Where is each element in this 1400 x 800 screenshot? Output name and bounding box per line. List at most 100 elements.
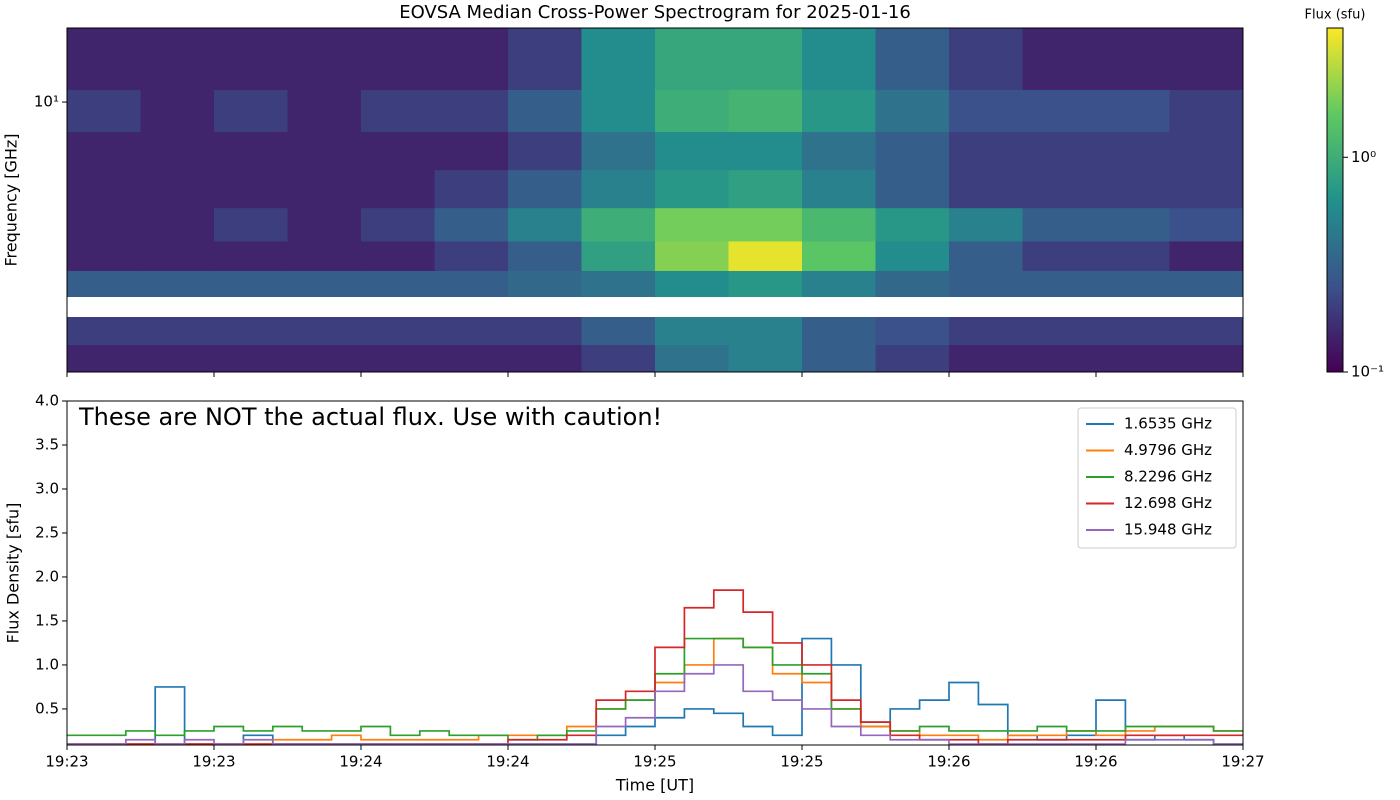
- heatmap-cell: [728, 89, 803, 133]
- series-line: [67, 664, 1243, 745]
- heatmap-cell: [67, 270, 141, 298]
- heatmap-cell: [214, 169, 288, 209]
- heatmap-cell: [655, 169, 729, 209]
- y-tick-label: 4.0: [35, 392, 59, 410]
- heatmap-cell: [875, 344, 950, 373]
- heatmap-cell: [67, 89, 141, 133]
- heatmap-cell: [1096, 317, 1170, 346]
- heatmap-cell: [581, 131, 656, 171]
- heatmap-cell: [728, 344, 803, 373]
- heatmap-cell: [802, 270, 876, 298]
- x-tick-label: 19:24: [339, 753, 382, 771]
- heatmap-cell: [214, 207, 288, 242]
- heatmap-cell: [581, 207, 656, 242]
- heatmap-cell: [1096, 131, 1170, 171]
- heatmap-cell: [1096, 28, 1170, 90]
- heatmap-cell: [1022, 28, 1097, 90]
- heatmap-cell: [287, 344, 362, 373]
- heatmap-cell: [1096, 169, 1170, 209]
- heatmap-cell: [140, 207, 215, 242]
- heatmap-cell: [140, 317, 215, 346]
- heatmap-cell: [434, 270, 509, 298]
- heatmap-cell: [728, 317, 803, 346]
- heatmap-cell: [214, 89, 288, 133]
- heatmap-cell: [434, 28, 509, 90]
- x-axis-label: Time [UT]: [615, 776, 694, 795]
- heatmap-cell: [434, 89, 509, 133]
- y-tick-label: 1.5: [35, 611, 59, 629]
- heatmap-cell: [875, 131, 950, 171]
- heatmap-cell: [434, 169, 509, 209]
- legend-label: 15.948 GHz: [1124, 521, 1212, 539]
- heatmap-cell: [949, 207, 1023, 242]
- y-tick-label: 2.0: [35, 567, 59, 585]
- y-tick-label: 10¹: [34, 93, 59, 111]
- heatmap-cell: [802, 344, 876, 373]
- heatmap-cell: [1169, 270, 1244, 298]
- colorbar-tick-label: 10⁰: [1351, 148, 1376, 166]
- heatmap-cell: [508, 317, 582, 346]
- heatmap-cell: [581, 240, 656, 271]
- heatmap-cell: [287, 131, 362, 171]
- heatmap-cell: [728, 207, 803, 242]
- heatmap-cell: [67, 131, 141, 171]
- heatmap-cell: [802, 28, 876, 90]
- heatmap-cell: [140, 240, 215, 271]
- heatmap-cell: [1169, 89, 1244, 133]
- heatmap-cell: [508, 28, 582, 90]
- legend-label: 1.6535 GHz: [1124, 415, 1212, 433]
- heatmap-cell: [581, 344, 656, 373]
- heatmap-cell: [434, 207, 509, 242]
- heatmap-cell: [1022, 317, 1097, 346]
- heatmap-cell: [655, 131, 729, 171]
- heatmap-cell: [287, 207, 362, 242]
- heatmap-cell: [434, 240, 509, 271]
- heatmap-cell: [140, 270, 215, 298]
- heatmap-cell: [949, 169, 1023, 209]
- heatmap-cell: [508, 344, 582, 373]
- heatmap-cell: [140, 131, 215, 171]
- heatmap-cell: [361, 344, 435, 373]
- heatmap-cell: [581, 270, 656, 298]
- heatmap-cell: [1169, 28, 1244, 90]
- legend-label: 4.9796 GHz: [1124, 441, 1212, 459]
- x-tick-label: 19:26: [927, 753, 970, 771]
- heatmap-cell: [875, 28, 950, 90]
- heatmap-cell: [140, 169, 215, 209]
- heatmap-cell: [67, 207, 141, 242]
- heatmap-cell: [140, 28, 215, 90]
- heatmap-cell: [287, 240, 362, 271]
- heatmap-cell: [214, 344, 288, 373]
- heatmap-cell: [67, 317, 141, 346]
- heatmap-cell: [67, 169, 141, 209]
- heatmap-cell: [361, 270, 435, 298]
- heatmap-cell: [802, 317, 876, 346]
- heatmap-cell: [949, 89, 1023, 133]
- heatmap-cell: [140, 344, 215, 373]
- heatmap-cell: [1096, 89, 1170, 133]
- heatmap-cell: [361, 131, 435, 171]
- heatmap-cell: [1022, 89, 1097, 133]
- heatmap-cell: [140, 89, 215, 133]
- heatmap-cell: [214, 270, 288, 298]
- heatmap-cell: [508, 169, 582, 209]
- heatmap-cell: [1022, 169, 1097, 209]
- x-tick-label: 19:25: [633, 753, 676, 771]
- y-tick-label: 2.5: [35, 523, 59, 541]
- heatmap-cell: [1096, 270, 1170, 298]
- heatmap-cell: [655, 240, 729, 271]
- heatmap-cell: [949, 270, 1023, 298]
- heatmap-cell: [728, 240, 803, 271]
- heatmap-cell: [287, 169, 362, 209]
- y-tick-label: 3.0: [35, 479, 59, 497]
- y-tick-label: 1.0: [35, 655, 59, 673]
- heatmap-cell: [949, 317, 1023, 346]
- heatmap-cell: [361, 169, 435, 209]
- colorbar-tick-label: 10⁻¹: [1351, 363, 1384, 381]
- heatmap-cell: [214, 317, 288, 346]
- heatmap-cell: [655, 89, 729, 133]
- heatmap-cell: [949, 344, 1023, 373]
- y-axis-label: Flux Density [sfu]: [4, 503, 23, 644]
- heatmap-cell: [1096, 344, 1170, 373]
